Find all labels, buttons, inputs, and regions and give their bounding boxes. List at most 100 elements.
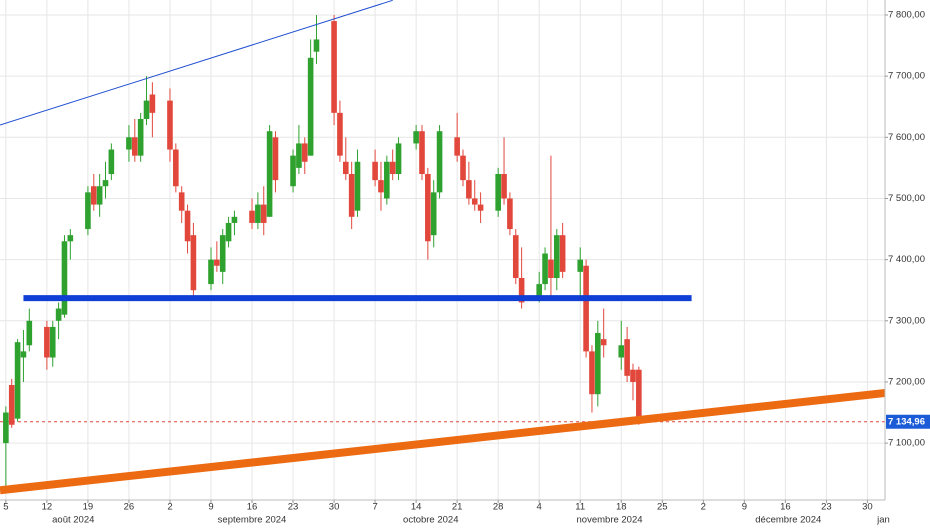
candle-body: [132, 137, 138, 156]
candle-body: [126, 137, 132, 150]
candle-body: [337, 112, 343, 156]
candle-body: [173, 149, 179, 187]
x-tick-label: 2: [701, 502, 706, 513]
candle-body: [536, 284, 543, 297]
candle-body: [61, 241, 68, 315]
x-tick-label: 19: [83, 502, 94, 513]
candle-body: [44, 326, 50, 358]
candle-body: [272, 137, 279, 181]
x-tick-label: 5: [3, 502, 8, 513]
candle-body: [260, 204, 267, 223]
month-label: septembre 2024: [218, 515, 287, 526]
candle-body: [507, 198, 513, 230]
x-tick-label: 2: [167, 502, 172, 513]
last-price-box: [886, 414, 930, 429]
month-label: jan: [876, 515, 890, 526]
candle-body: [636, 369, 642, 422]
candle-body: [102, 180, 109, 187]
candle-body: [395, 143, 402, 175]
candle-body: [577, 259, 584, 272]
x-tick-label: 30: [862, 502, 873, 513]
x-tick-label: 23: [288, 502, 299, 513]
candle-body: [149, 94, 156, 113]
candle-body: [348, 174, 355, 217]
x-tick-label: 11: [575, 502, 585, 513]
candle-body: [108, 149, 115, 175]
candle-body: [430, 192, 437, 236]
candle-body: [266, 131, 273, 217]
candle-body: [55, 308, 62, 321]
candle-body: [255, 204, 261, 223]
candle-body: [419, 131, 425, 175]
y-tick-label: 7 100,00: [888, 438, 925, 449]
candle-body: [214, 259, 220, 266]
candle-body: [477, 204, 484, 211]
month-label: août 2024: [52, 515, 94, 526]
candle-body: [178, 192, 185, 211]
y-tick-label: 7 500,00: [888, 193, 925, 204]
candle-body: [313, 39, 320, 52]
candle-body: [96, 186, 103, 205]
plot-area: [0, 0, 885, 495]
candle-body: [231, 216, 238, 223]
x-tick-label: 16: [247, 502, 258, 513]
x-tick-label: 16: [780, 502, 791, 513]
x-tick-label: 7: [372, 502, 377, 513]
candle-body: [389, 161, 396, 175]
candle-body: [14, 342, 21, 419]
candle-body: [167, 100, 173, 150]
candle-body: [436, 131, 443, 193]
x-tick-label: 30: [329, 502, 340, 513]
candle-body: [460, 155, 466, 181]
candle-body: [471, 198, 478, 205]
candle-body: [454, 137, 460, 156]
candle-body: [425, 174, 431, 242]
candle-body: [249, 210, 255, 223]
x-tick-label: 4: [537, 502, 542, 513]
candle-body: [413, 131, 419, 144]
candle-body: [219, 235, 226, 272]
candle-body: [190, 235, 197, 291]
x-tick-label: 18: [616, 502, 627, 513]
candle-body: [290, 155, 296, 187]
candle-body: [501, 174, 507, 199]
candle-body: [583, 265, 589, 352]
x-tick-label: 25: [657, 502, 668, 513]
candle-body: [8, 385, 15, 425]
y-tick-label: 7 700,00: [888, 71, 925, 82]
candle-body: [225, 222, 232, 242]
candle-body: [548, 259, 554, 278]
candle-body: [208, 259, 214, 285]
candle-body: [90, 186, 97, 205]
candle-body: [296, 143, 302, 168]
candle-body: [49, 326, 56, 358]
candle-body: [559, 235, 566, 272]
trendline: [0, 0, 393, 126]
candle-body: [331, 21, 337, 113]
x-tick-label: 14: [411, 502, 422, 513]
trendline: [0, 388, 885, 495]
candle-body: [137, 118, 144, 156]
candle-body: [542, 253, 548, 285]
candle-body: [378, 180, 384, 193]
month-label: octobre 2024: [403, 515, 458, 526]
candle-body: [553, 235, 560, 278]
month-label: décembre 2024: [755, 515, 821, 526]
last-price-label: 7 134,96: [888, 416, 925, 427]
candle-body: [600, 339, 607, 346]
candle-body: [595, 333, 601, 395]
candle-body: [618, 345, 625, 358]
x-tick-label: 26: [124, 502, 135, 513]
candle-body: [466, 180, 472, 199]
candle-body: [589, 351, 595, 395]
y-tick-label: 7 800,00: [888, 10, 925, 21]
candle-body: [20, 351, 27, 358]
candle-body: [372, 161, 378, 181]
y-tick-label: 7 600,00: [888, 132, 925, 143]
candle-body: [26, 320, 33, 346]
y-tick-label: 7 200,00: [888, 376, 925, 387]
y-tick-label: 7 400,00: [888, 254, 925, 265]
